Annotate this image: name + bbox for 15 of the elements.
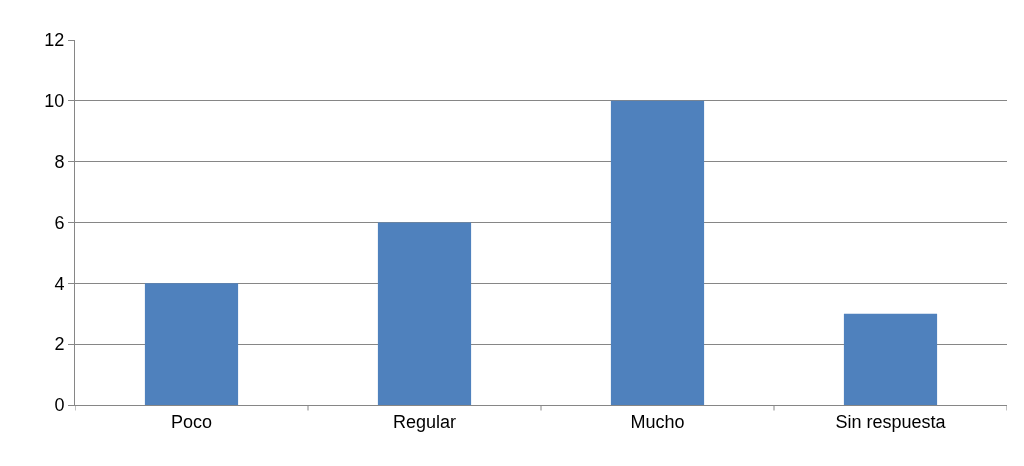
x-tick-label: Poco xyxy=(170,411,213,432)
bar xyxy=(610,100,705,405)
y-tick-label: 12 xyxy=(44,30,65,51)
bar xyxy=(377,222,472,405)
x-tick-label: Regular xyxy=(392,411,457,432)
y-tick-label: 10 xyxy=(44,91,65,112)
x-tick-label: Mucho xyxy=(630,411,685,432)
y-tick-label: 6 xyxy=(54,212,65,233)
y-tick-label: 2 xyxy=(54,334,65,355)
y-tick-label: 4 xyxy=(54,273,65,294)
bar xyxy=(144,283,239,405)
x-tick-label: Sin respuesta xyxy=(835,411,947,432)
bar xyxy=(843,313,938,405)
y-tick-label: 8 xyxy=(54,151,65,172)
y-tick-label: 0 xyxy=(54,395,65,416)
